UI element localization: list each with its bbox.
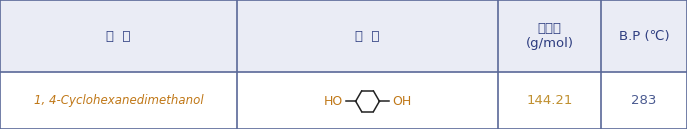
Bar xyxy=(601,72,687,129)
Bar xyxy=(237,72,498,129)
Bar xyxy=(498,0,601,72)
Text: 구  조: 구 조 xyxy=(355,30,380,43)
Bar xyxy=(237,0,498,72)
Text: 283: 283 xyxy=(631,94,657,107)
Text: 구  분: 구 분 xyxy=(106,30,131,43)
Text: 144.21: 144.21 xyxy=(526,94,573,107)
Text: 분자량
(g/mol): 분자량 (g/mol) xyxy=(526,22,574,50)
Text: B.P (℃): B.P (℃) xyxy=(619,30,669,43)
Text: 1, 4-Cyclohexanedimethanol: 1, 4-Cyclohexanedimethanol xyxy=(34,94,203,107)
Bar xyxy=(601,0,687,72)
Text: OH: OH xyxy=(392,95,412,108)
Bar xyxy=(0,72,237,129)
Bar xyxy=(0,0,237,72)
Bar xyxy=(498,72,601,129)
Text: HO: HO xyxy=(324,95,343,108)
